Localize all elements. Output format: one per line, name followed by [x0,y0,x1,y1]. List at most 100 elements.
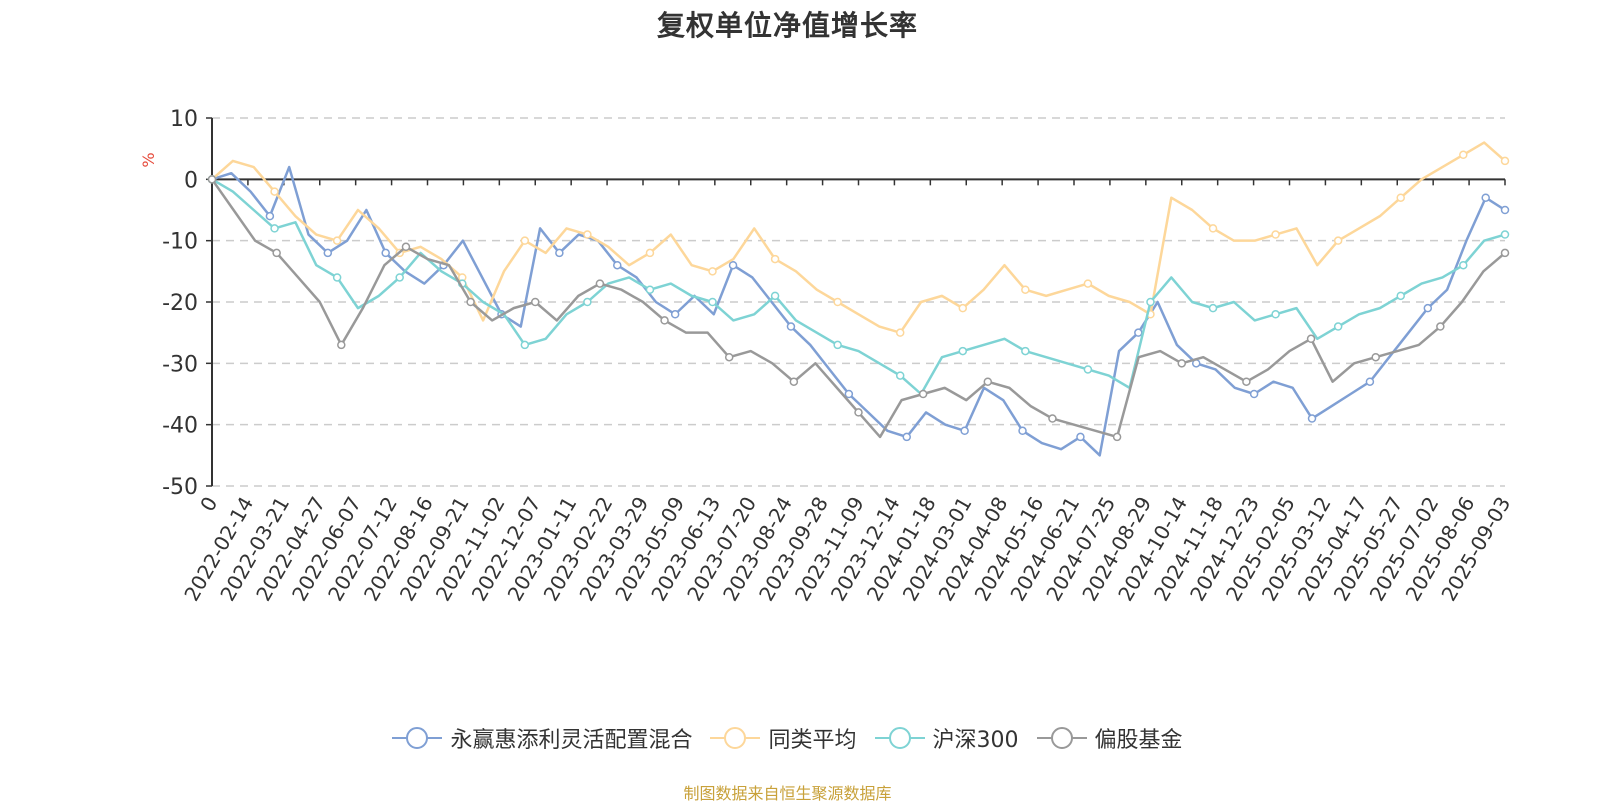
data-point [770,291,780,301]
data-point [1459,150,1468,160]
legend-label: 同类平均 [768,728,857,753]
data-point [1481,193,1490,202]
data-point [958,303,968,313]
data-point [1271,230,1280,239]
data-point [770,254,780,264]
data-point [1083,279,1093,288]
series-line [211,165,1506,457]
y-tick-label: -30 [162,352,198,377]
legend-marker-icon [392,727,443,749]
data-point [1396,291,1405,301]
data-point [1249,389,1259,399]
data-point [613,260,622,270]
y-tick-label: -10 [162,230,198,255]
data-point [1365,377,1375,386]
legend-item[interactable]: 同类平均 [710,722,857,754]
data-point [207,175,217,184]
data-point [272,248,281,258]
data-point [645,285,655,294]
legend-item[interactable]: 永赢惠添利灵活配置混合 [392,722,692,754]
data-point [401,242,411,252]
data-point [1208,303,1218,313]
legend-label: 永赢惠添利灵活配置混合 [450,728,693,753]
series-2 [207,175,1510,396]
data-point [332,236,342,245]
data-point [833,340,842,350]
x-tick-label: 0 [195,493,222,516]
y-tick-label: -40 [162,414,198,439]
data-point [595,279,605,288]
data-point [520,340,530,350]
data-point [895,371,905,380]
data-point [265,211,275,221]
data-point [1396,193,1405,202]
y-axis-label: % [139,152,158,167]
data-point [270,224,279,233]
data-point [555,248,564,258]
y-tick-label: 0 [184,168,198,193]
data-point [1500,248,1510,258]
legend-item[interactable]: 沪深300 [874,722,1019,754]
data-point [670,310,680,319]
data-point [902,432,911,442]
data-point [1018,426,1027,436]
series-3 [207,175,1510,442]
data-point [1307,414,1317,423]
data-point [983,377,993,386]
data-point [844,389,854,399]
legend-label: 偏股基金 [1094,728,1183,753]
data-point [395,273,404,282]
data-point [708,297,717,307]
data-point [728,260,738,270]
data-point [660,316,669,325]
data-point [1333,236,1343,245]
y-tick-label: -20 [162,291,198,316]
series-1 [207,141,1510,337]
data-point [1112,432,1122,442]
data-point [960,426,969,436]
data-point [958,346,968,356]
data-point [583,297,592,307]
data-point [1134,328,1143,337]
axes: 10 0 -10 -20 -30 -40 -50 [162,107,1506,500]
data-point [337,340,346,350]
data-point [466,297,475,307]
legend: 永赢惠添利灵活配置混合 同类平均 沪深300 偏股基金 [0,722,1575,754]
data-point [1500,230,1510,239]
data-point [1371,352,1380,362]
legend-item[interactable]: 偏股基金 [1036,722,1183,754]
data-point [1021,285,1030,294]
data-point [1500,205,1510,215]
legend-label: 沪深300 [932,728,1019,753]
data-point [1436,322,1445,331]
data-point [918,389,928,399]
data-point [1177,359,1186,368]
data-point [1459,260,1468,270]
data-point [1423,303,1433,313]
data-point [1208,224,1218,233]
data-point [1083,365,1093,374]
chart-title: 复权单位净值增长率 [656,9,918,42]
data-point [645,248,655,258]
legend-marker-icon [1036,727,1087,749]
data-point [1500,156,1510,166]
data-point [381,248,390,258]
series-line [210,178,1506,439]
series-lines [207,141,1510,457]
data-point [1333,322,1343,331]
data-point [895,328,905,337]
data-point [1306,334,1316,344]
legend-marker-icon [710,727,761,749]
data-point [789,377,799,386]
data-point [786,322,796,331]
series-line [211,141,1506,334]
legend-marker-icon [874,727,925,749]
data-point [708,267,717,276]
data-point [833,297,842,307]
data-point [854,408,863,417]
data-point [323,248,333,258]
data-point [531,297,540,307]
y-tick-label: -50 [162,475,198,500]
data-point [583,230,592,239]
